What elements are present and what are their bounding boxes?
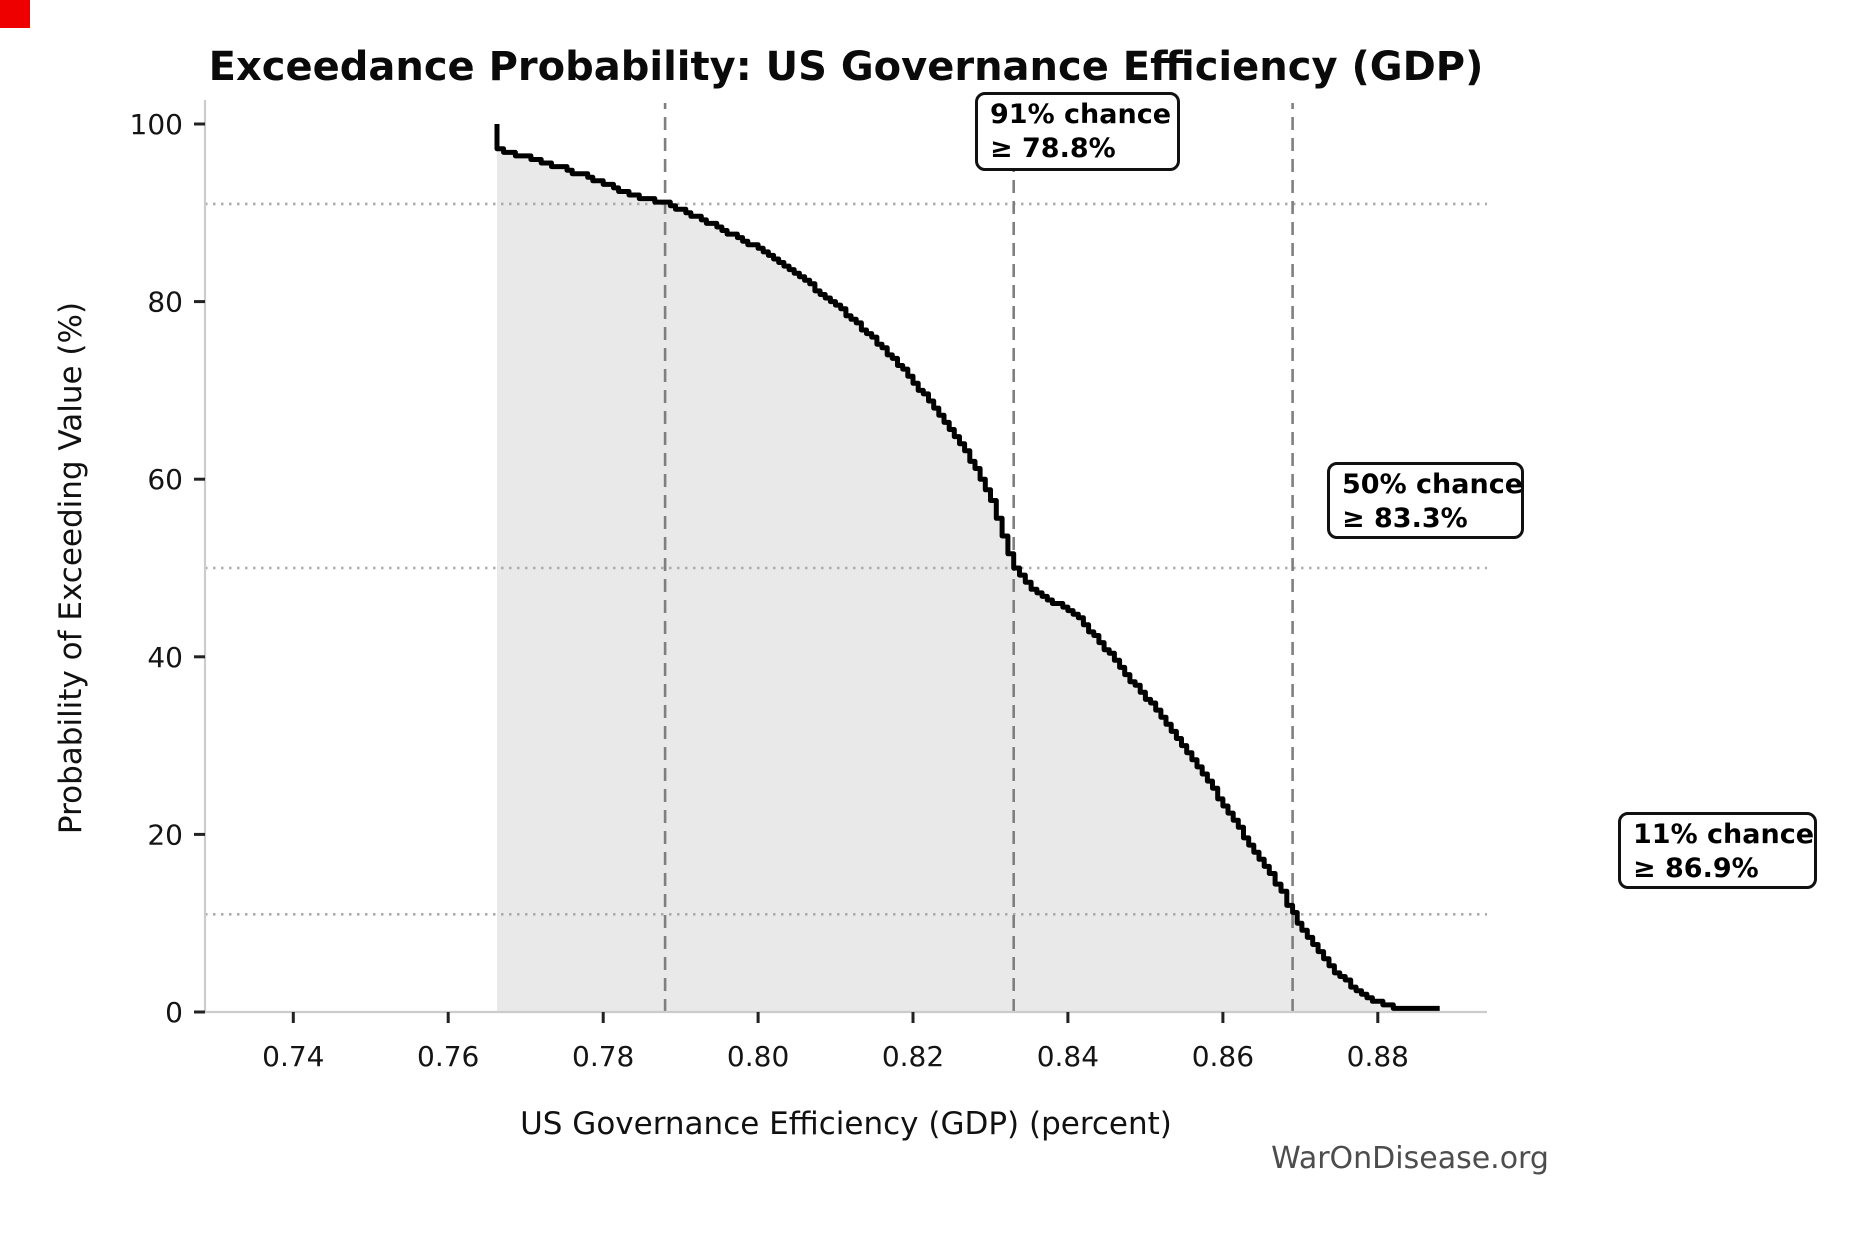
curve-fill-area (497, 124, 1440, 1012)
annotation-50pct-line1: 50% chance (1342, 469, 1524, 500)
x-tick-label: 0.74 (262, 1040, 324, 1073)
annotation-50pct: 50% chance ≥ 83.3% (1327, 462, 1524, 539)
y-tick-label: 20 (147, 818, 183, 851)
y-tick-label: 100 (130, 108, 183, 141)
x-tick-label: 0.76 (417, 1040, 479, 1073)
annotation-91pct: 91% chance ≥ 78.8% (975, 92, 1180, 171)
annotation-11pct-line2: ≥ 86.9% (1633, 853, 1759, 884)
exceedance-curve (494, 124, 1440, 1011)
x-axis-label: US Governance Efficiency (GDP) (percent) (520, 1106, 1172, 1142)
annotation-11pct: 11% chance ≥ 86.9% (1618, 812, 1817, 889)
annotation-91pct-line2: ≥ 78.8% (990, 133, 1116, 164)
annotation-11pct-line1: 11% chance (1633, 819, 1815, 850)
annotation-50pct-line2: ≥ 83.3% (1342, 503, 1468, 534)
x-tick-label: 0.86 (1192, 1040, 1254, 1073)
x-tick-label: 0.84 (1037, 1040, 1099, 1073)
y-tick-label: 40 (147, 641, 183, 674)
x-tick-label: 0.88 (1347, 1040, 1409, 1073)
annotation-91pct-line1: 91% chance (990, 99, 1172, 130)
y-tick-label: 0 (165, 996, 183, 1029)
watermark: WarOnDisease.org (1271, 1141, 1549, 1176)
y-tick-label: 60 (147, 463, 183, 496)
y-tick-label: 80 (147, 286, 183, 319)
x-tick-label: 0.80 (727, 1040, 789, 1073)
x-tick-label: 0.82 (882, 1040, 944, 1073)
screenshot-corner-marker (0, 0, 30, 28)
chart-title: Exceedance Probability: US Governance Ef… (208, 44, 1484, 90)
x-tick-label: 0.78 (572, 1040, 634, 1073)
